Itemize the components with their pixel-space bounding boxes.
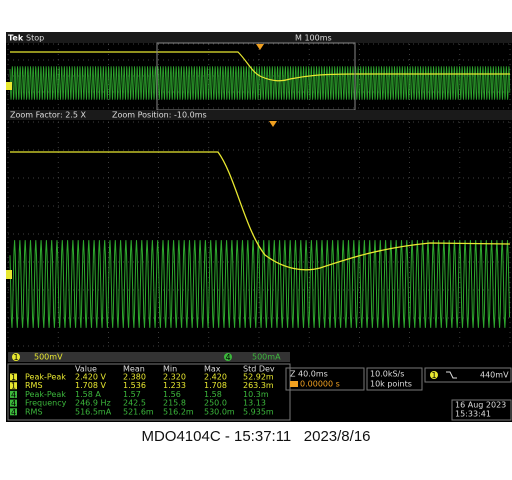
channel-badge <box>224 353 232 361</box>
measurement-box <box>7 363 291 421</box>
row-cell: 1.233 <box>163 381 186 390</box>
row-badge <box>10 373 17 381</box>
scope-screen: Tek Stop M 100ms Zoom Factor: 2.5 X Zoom… <box>6 32 512 422</box>
channel-id: 4 <box>225 353 230 362</box>
row-cell: 1.56 <box>163 390 181 399</box>
row-cell: 263.3m <box>243 381 274 390</box>
run-status: Stop <box>26 34 44 43</box>
row-cell: 521.6m <box>123 407 154 416</box>
row-cell: 2.420 <box>204 373 227 382</box>
sample-rate: 10.0kS/s <box>370 370 404 379</box>
column-header: Max <box>204 365 221 374</box>
row-cell: 1.57 <box>123 390 141 399</box>
channel-marker <box>6 270 12 279</box>
row-cell: 2.420 V <box>75 373 106 382</box>
column-header: Min <box>163 365 177 374</box>
channel-scale: 500mA <box>252 353 281 362</box>
row-cell: 1.58 A <box>75 390 101 399</box>
zoom-factor: Zoom Factor: 2.5 X <box>10 111 86 120</box>
acq-box <box>366 367 423 391</box>
trigger-channel: 1 <box>431 371 436 380</box>
row-cell: 1.536 <box>123 381 146 390</box>
trigger-marker <box>256 44 264 50</box>
row-channel: 4 <box>11 399 16 408</box>
current-trace <box>9 240 510 328</box>
row-badge <box>10 390 17 398</box>
row-name: Peak-Peak <box>25 373 66 382</box>
column-header: Value <box>75 365 97 374</box>
channel-badge <box>12 353 20 361</box>
row-cell: 2.380 <box>123 373 146 382</box>
voltage-trace <box>10 151 511 271</box>
row-name: RMS <box>25 407 43 416</box>
channel-id: 1 <box>13 353 18 362</box>
trigger-level: 440mV <box>480 371 509 380</box>
row-channel: 4 <box>11 408 16 417</box>
row-cell: 5.935m <box>243 407 274 416</box>
time: 15:33:41 <box>455 410 491 419</box>
record-length: 10k points <box>370 380 412 389</box>
zoom-position: Zoom Position: -10.0ms <box>112 111 207 120</box>
row-cell: 242.5 <box>123 399 146 408</box>
main-plot <box>6 121 511 347</box>
row-cell: 1.708 V <box>75 381 106 390</box>
channel-bar <box>8 352 290 362</box>
row-name: Frequency <box>25 399 67 408</box>
row-name: Peak-Peak <box>25 390 66 399</box>
column-header: Mean <box>123 365 145 374</box>
row-cell: 2.320 <box>163 373 186 382</box>
row-cell: 1.708 <box>204 381 227 390</box>
row-channel: 1 <box>11 382 16 391</box>
channel-marker <box>6 82 12 90</box>
voltage-trace <box>10 51 510 82</box>
zoom-scale: Z 40.0ms <box>290 370 328 379</box>
row-cell: 52.92m <box>243 373 274 382</box>
date-box <box>451 399 512 421</box>
top-bar <box>6 32 512 43</box>
timebase: M 100ms <box>295 34 332 43</box>
date: 16 Aug 2023 <box>455 401 506 410</box>
slope-icon <box>446 371 457 379</box>
column-header: Std Dev <box>243 365 275 374</box>
channel-scale: 500mV <box>34 353 63 362</box>
row-cell: 13.13 <box>243 399 266 408</box>
current-trace <box>9 66 511 100</box>
zoom-bar <box>6 110 512 120</box>
caption: MDO4104C - 15:37:11 2023/8/16 <box>141 428 371 445</box>
row-badge <box>10 382 17 390</box>
trigger-marker <box>269 121 277 127</box>
row-channel: 4 <box>11 390 16 399</box>
brand: Tek <box>8 34 24 43</box>
row-cell: 516.5mA <box>75 407 112 416</box>
row-cell: 530.0m <box>204 407 235 416</box>
row-badge <box>10 399 17 407</box>
row-cell: 516.2m <box>163 407 194 416</box>
trigger-box <box>424 367 512 383</box>
measurement-table: Value Mean Min Max Std Dev 1 Peak-Peak 2.420 V 2… <box>10 365 275 417</box>
zoom-status-box <box>285 367 365 391</box>
row-cell: 246.9 Hz <box>75 399 111 408</box>
row-channel: 1 <box>11 373 16 382</box>
row-cell: 1.58 <box>204 390 222 399</box>
channel-badge <box>430 371 438 379</box>
row-cell: 215.8 <box>163 399 186 408</box>
row-badge <box>10 408 17 416</box>
row-name: RMS <box>25 381 43 390</box>
row-cell: 10.3m <box>243 390 269 399</box>
position-icon <box>290 381 298 387</box>
row-cell: 250.0 <box>204 399 227 408</box>
trigger-position: 0.00000 s <box>300 380 340 389</box>
